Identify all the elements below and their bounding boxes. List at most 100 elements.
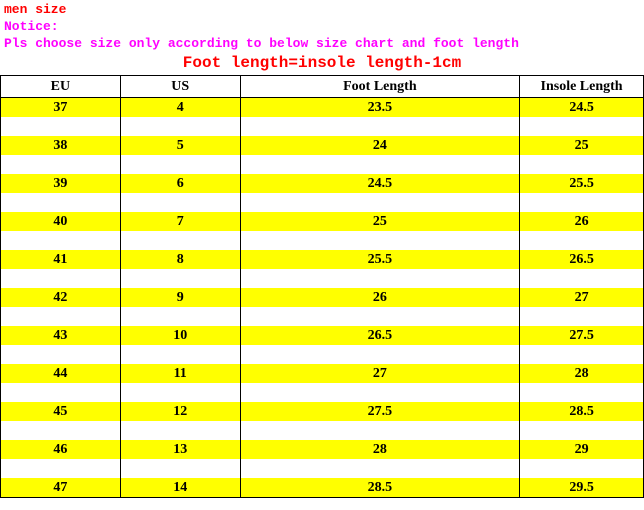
table-cell	[120, 155, 240, 174]
table-cell: 6	[120, 174, 240, 193]
table-cell: 26.5	[520, 250, 644, 269]
table-cell	[120, 421, 240, 440]
table-row: 44112728	[1, 364, 644, 383]
table-cell: 40	[1, 212, 121, 231]
table-cell	[240, 459, 520, 478]
table-cell: 26	[520, 212, 644, 231]
header-block: men size Notice: Pls choose size only ac…	[0, 0, 644, 75]
table-cell	[1, 345, 121, 364]
table-cell	[240, 193, 520, 212]
table-row: 41825.526.5	[1, 250, 644, 269]
title: men size	[4, 2, 640, 19]
table-cell: 45	[1, 402, 121, 421]
table-row	[1, 307, 644, 326]
table-cell: 28.5	[240, 478, 520, 498]
table-row	[1, 459, 644, 478]
table-cell	[1, 193, 121, 212]
table-cell	[1, 117, 121, 136]
table-cell: 42	[1, 288, 121, 307]
table-cell	[520, 193, 644, 212]
table-row: 39624.525.5	[1, 174, 644, 193]
table-cell	[520, 345, 644, 364]
table-row	[1, 193, 644, 212]
table-cell	[240, 231, 520, 250]
table-cell	[1, 155, 121, 174]
table-cell: 23.5	[240, 98, 520, 118]
table-row: 451227.528.5	[1, 402, 644, 421]
table-cell	[120, 459, 240, 478]
table-row	[1, 117, 644, 136]
table-cell	[520, 383, 644, 402]
table-cell: 26	[240, 288, 520, 307]
table-cell	[120, 193, 240, 212]
table-cell	[1, 231, 121, 250]
table-cell: 5	[120, 136, 240, 155]
col-header-eu: EU	[1, 76, 121, 98]
table-header-row: EU US Foot Length Insole Length	[1, 76, 644, 98]
table-cell: 8	[120, 250, 240, 269]
formula: Foot length=insole length-1cm	[4, 53, 640, 76]
table-cell: 25	[520, 136, 644, 155]
table-cell: 27.5	[240, 402, 520, 421]
table-cell: 24.5	[240, 174, 520, 193]
table-cell	[1, 307, 121, 326]
table-cell: 9	[120, 288, 240, 307]
table-cell	[240, 307, 520, 326]
table-cell	[520, 421, 644, 440]
table-cell: 24	[240, 136, 520, 155]
table-cell: 25.5	[240, 250, 520, 269]
table-cell: 7	[120, 212, 240, 231]
size-table: EU US Foot Length Insole Length 37423.52…	[0, 75, 644, 498]
table-row: 431026.527.5	[1, 326, 644, 345]
table-cell: 14	[120, 478, 240, 498]
table-cell	[120, 269, 240, 288]
table-cell: 24.5	[520, 98, 644, 118]
table-cell: 25.5	[520, 174, 644, 193]
table-cell: 47	[1, 478, 121, 498]
table-row	[1, 155, 644, 174]
table-cell	[120, 383, 240, 402]
notice-text: Pls choose size only according to below …	[4, 36, 640, 53]
table-cell: 28.5	[520, 402, 644, 421]
table-cell: 37	[1, 98, 121, 118]
table-cell	[120, 345, 240, 364]
table-cell	[240, 345, 520, 364]
table-cell	[240, 421, 520, 440]
table-cell: 26.5	[240, 326, 520, 345]
table-cell	[520, 269, 644, 288]
table-cell	[520, 155, 644, 174]
table-cell: 28	[240, 440, 520, 459]
table-cell: 28	[520, 364, 644, 383]
size-chart-container: men size Notice: Pls choose size only ac…	[0, 0, 644, 498]
table-cell: 27.5	[520, 326, 644, 345]
table-cell: 41	[1, 250, 121, 269]
table-row	[1, 269, 644, 288]
table-cell: 29	[520, 440, 644, 459]
table-row	[1, 345, 644, 364]
table-cell: 29.5	[520, 478, 644, 498]
col-header-insole: Insole Length	[520, 76, 644, 98]
table-cell: 46	[1, 440, 121, 459]
table-row: 46132829	[1, 440, 644, 459]
table-cell	[120, 231, 240, 250]
table-cell: 10	[120, 326, 240, 345]
table-cell	[520, 307, 644, 326]
table-row: 4072526	[1, 212, 644, 231]
table-cell: 12	[120, 402, 240, 421]
table-cell	[1, 421, 121, 440]
table-cell	[240, 383, 520, 402]
table-cell	[120, 307, 240, 326]
table-cell	[120, 117, 240, 136]
table-cell	[240, 269, 520, 288]
table-row	[1, 383, 644, 402]
table-cell	[520, 117, 644, 136]
table-cell: 43	[1, 326, 121, 345]
table-cell: 25	[240, 212, 520, 231]
table-cell	[520, 459, 644, 478]
table-cell: 39	[1, 174, 121, 193]
table-cell: 44	[1, 364, 121, 383]
table-cell	[1, 459, 121, 478]
table-cell	[520, 231, 644, 250]
table-cell: 27	[520, 288, 644, 307]
table-cell: 11	[120, 364, 240, 383]
